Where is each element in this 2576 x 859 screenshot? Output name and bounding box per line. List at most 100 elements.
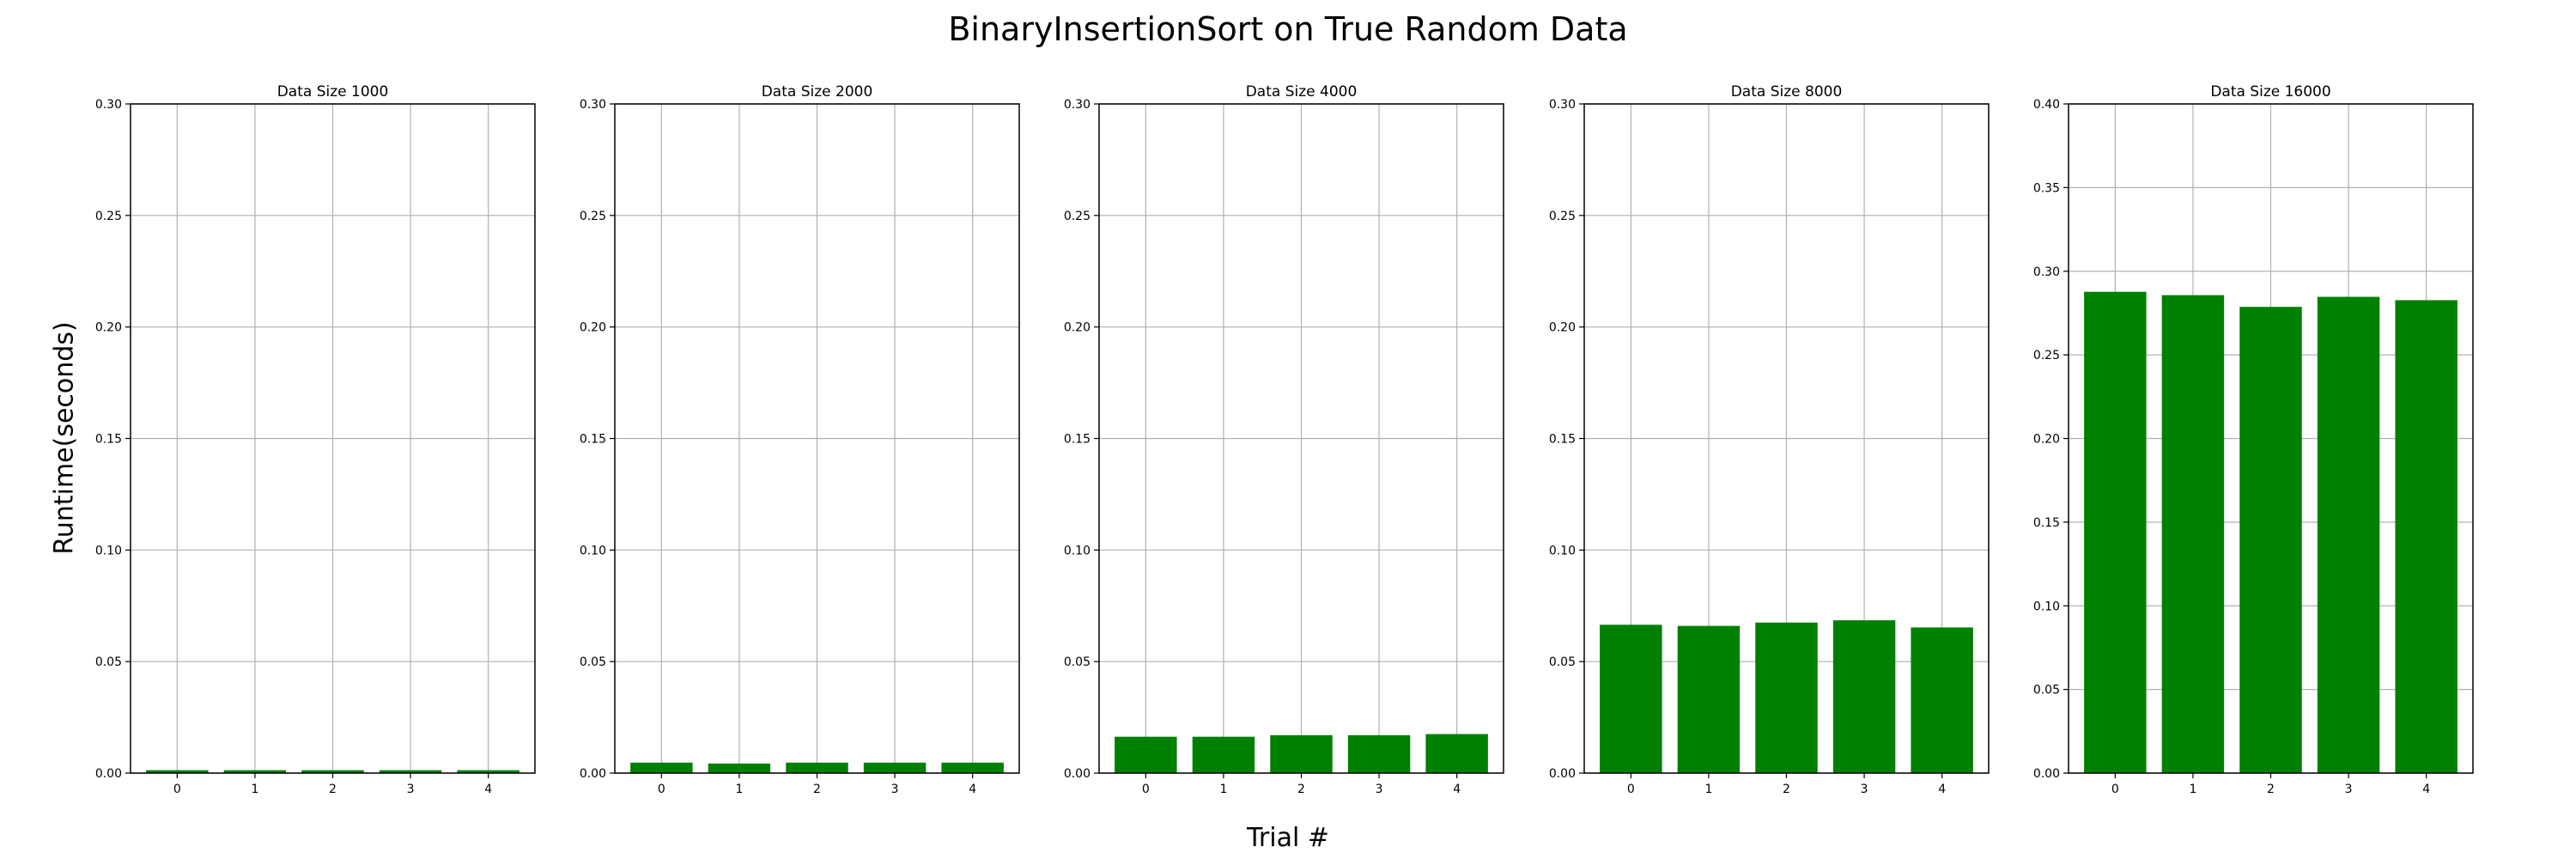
panel-title: Data Size 4000: [1246, 83, 1358, 101]
bar: [708, 763, 771, 773]
x-tick-label: 2: [1297, 783, 1305, 796]
y-tick-label: 0.05: [95, 655, 122, 669]
y-tick-label: 0.05: [2033, 684, 2060, 698]
x-tick-label: 2: [1783, 783, 1790, 796]
x-tick-label: 4: [1453, 783, 1461, 796]
panel-title: Data Size 16000: [2210, 83, 2330, 101]
x-tick-label: 4: [1938, 783, 1946, 796]
y-tick-label: 0.20: [95, 321, 122, 335]
bar: [1755, 622, 1818, 773]
x-tick-label: 2: [329, 783, 337, 796]
y-tick-label: 0.25: [1549, 210, 1576, 223]
y-tick-label: 0.10: [1064, 544, 1091, 557]
plot-frame: [130, 103, 536, 774]
y-tick-label: 0.20: [580, 321, 606, 335]
x-tick-label: 1: [735, 783, 743, 796]
x-tick-label: 1: [2189, 783, 2196, 796]
plot-frame: [1583, 103, 1990, 774]
x-tick-label: 3: [1861, 783, 1868, 796]
bar: [786, 762, 848, 773]
bar: [1347, 734, 1411, 773]
y-tick-label: 0.00: [95, 767, 122, 781]
bar: [2395, 300, 2458, 773]
y-tick-label: 0.10: [1549, 544, 1576, 557]
bar: [2084, 291, 2147, 774]
x-tick-label: 2: [813, 783, 821, 796]
bar: [1677, 625, 1741, 773]
y-tick-label: 0.25: [95, 210, 122, 223]
y-tick-label: 0.40: [2033, 98, 2060, 112]
bar: [941, 762, 1004, 773]
bar: [630, 762, 693, 773]
y-tick-label: 0.30: [580, 98, 606, 112]
bar: [223, 770, 287, 773]
x-tick-label: 0: [2111, 783, 2119, 796]
bar: [2317, 296, 2380, 773]
plot-frame: [614, 103, 1020, 774]
chart-panel-0: 0.00 0.05 0.10 0.15 0.20 0.25 0.30 0 1 2 3 4 Data Si…: [95, 83, 536, 796]
y-tick-label: 0.30: [1064, 98, 1091, 112]
y-tick-label: 0.00: [1549, 767, 1576, 781]
bar: [1832, 620, 1896, 773]
y-tick-label: 0.00: [2033, 767, 2060, 781]
plot-frame: [1098, 103, 1504, 774]
x-tick-label: 0: [173, 783, 181, 796]
y-tick-label: 0.35: [2033, 181, 2060, 195]
panel-title: Data Size 2000: [762, 83, 873, 101]
bar: [1911, 627, 1973, 773]
x-tick-label: 0: [1142, 783, 1150, 796]
x-tick-label: 3: [891, 783, 899, 796]
bar: [2239, 307, 2302, 773]
x-axis-label: Trial #: [1247, 823, 1329, 853]
chart-panel-3: 0.00 0.05 0.10 0.15 0.20 0.25 0.30 0 1 2 3 4 Data Si…: [1549, 83, 1990, 796]
chart-panel-1: 0.00 0.05 0.10 0.15 0.20 0.25 0.30 0 1 2 3 4 Data Si…: [580, 83, 1020, 796]
x-tick-label: 4: [969, 783, 976, 796]
x-tick-label: 0: [1627, 783, 1635, 796]
bar: [1600, 624, 1662, 773]
y-tick-label: 0.15: [1064, 433, 1091, 447]
x-tick-label: 4: [2422, 783, 2430, 796]
x-tick-label: 1: [1219, 783, 1227, 796]
bar: [146, 770, 209, 773]
x-tick-label: 3: [2345, 783, 2353, 796]
y-tick-label: 0.10: [2033, 600, 2060, 613]
x-tick-label: 0: [658, 783, 665, 796]
y-tick-label: 0.20: [1064, 321, 1091, 335]
x-tick-label: 2: [2267, 783, 2275, 796]
x-tick-label: 4: [484, 783, 492, 796]
chart-panel-2: 0.00 0.05 0.10 0.15 0.20 0.25 0.30 0 1 2 3 4 Data Si…: [1064, 83, 1504, 796]
y-tick-label: 0.30: [2033, 265, 2060, 279]
bar: [301, 770, 364, 773]
bar: [1192, 736, 1255, 773]
y-tick-label: 0.10: [580, 544, 606, 557]
y-tick-label: 0.30: [1549, 98, 1576, 112]
y-tick-label: 0.15: [95, 433, 122, 447]
y-tick-label: 0.25: [1064, 210, 1091, 223]
y-tick-label: 0.15: [1549, 433, 1576, 447]
bar: [1115, 736, 1177, 773]
x-tick-label: 1: [251, 783, 258, 796]
y-tick-label: 0.05: [1549, 655, 1576, 669]
bar: [379, 770, 442, 773]
chart-panel-4: 0.00 0.05 0.10 0.15 0.20 0.25 0.30 0.35 0.40 0 1 2 3…: [2033, 83, 2474, 796]
bar: [1425, 734, 1488, 773]
y-tick-label: 0.20: [1549, 321, 1576, 335]
panel-title: Data Size 1000: [277, 83, 389, 101]
bar: [2161, 295, 2225, 773]
y-tick-label: 0.25: [580, 210, 606, 223]
y-tick-label: 0.30: [95, 98, 122, 112]
y-tick-label: 0.05: [1064, 655, 1091, 669]
x-tick-label: 1: [1704, 783, 1712, 796]
y-tick-label: 0.15: [2033, 516, 2060, 530]
bar: [457, 770, 519, 773]
x-tick-label: 3: [1376, 783, 1383, 796]
y-tick-label: 0.15: [580, 433, 606, 447]
y-tick-label: 0.00: [1064, 767, 1091, 781]
y-tick-label: 0.25: [2033, 349, 2060, 362]
x-tick-label: 3: [407, 783, 415, 796]
figure-title: BinaryInsertionSort on True Random Data: [948, 10, 1628, 48]
y-tick-label: 0.10: [95, 544, 122, 557]
plot-frame: [2068, 103, 2474, 774]
bar: [863, 762, 927, 773]
y-tick-label: 0.05: [580, 655, 606, 669]
